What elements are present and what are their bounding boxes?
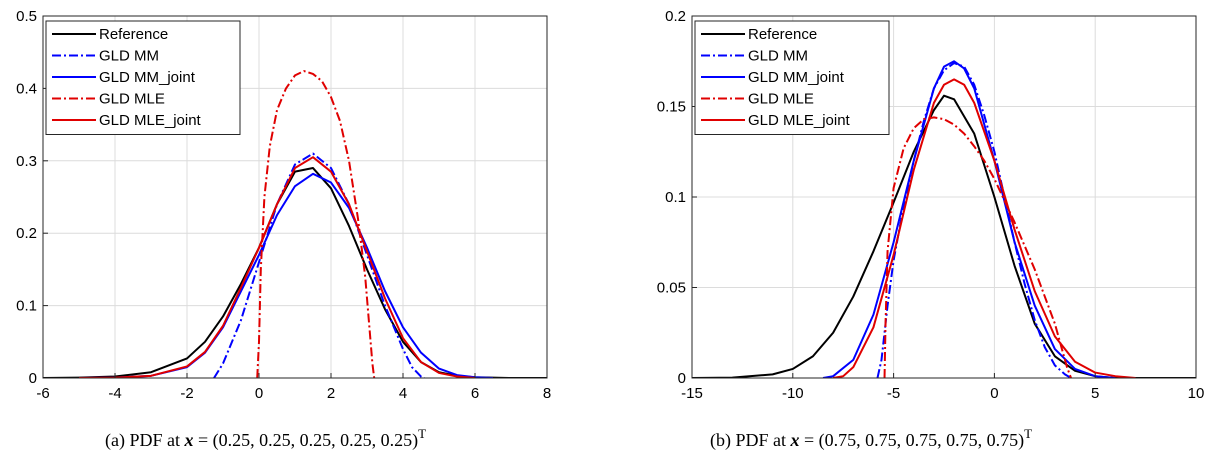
axes-box [42,15,548,379]
x-tick-label: 2 [327,385,335,402]
x-tick-label: 0 [990,385,998,402]
caption-a: (a) PDF at x = (0.25, 0.25, 0.25, 0.25, … [105,426,426,451]
series-group [692,60,1196,378]
legend-label: GLD MM [748,48,808,65]
y-tick-label: 0.3 [16,153,37,170]
x-tick-label: 0 [255,385,263,402]
y-tick-label: 0.1 [665,189,686,206]
series-line-gld-mle-joint [832,78,1136,378]
series-line-gld-mle [256,70,376,378]
y-tick-label: 0.1 [16,298,37,315]
x-tick-label: -15 [681,385,703,402]
legend-label: GLD MLE_joint [99,112,202,129]
y-tick-label: 0.15 [657,99,686,116]
caption-a-sup: T [418,426,426,441]
series-group [43,70,547,378]
series-line-gld-mle-joint [78,156,476,378]
caption-b-vector: = (0.75, 0.75, 0.75, 0.75, 0.75) [800,430,1025,451]
chart-panel-b: -15 -10 -5 0 5 10 0 0.05 0.1 0.15 0.2 Reference GLD … [657,8,1205,402]
legend-label: GLD MM_joint [748,69,845,86]
legend-label: GLD MLE [748,91,814,108]
y-tick-label: 0.4 [16,80,37,97]
legend-label: GLD MLE_joint [748,112,851,129]
legend: Reference GLD MM GLD MM_joint GLD MLE GLD ML… [45,20,241,135]
x-tick-label: 8 [543,385,551,402]
x-tick-label: -5 [887,385,900,402]
series-line-gld-mle [883,116,1072,378]
y-tick-label: 0.5 [16,8,37,25]
legend: Reference GLD MM GLD MM_joint GLD MLE GLD ML… [694,20,890,135]
y-tick-label: 0 [678,370,686,387]
series-line-reference [692,94,1196,378]
x-tick-label: -10 [782,385,804,402]
x-tick-label: 4 [399,385,407,402]
legend-label: GLD MM_joint [99,69,196,86]
y-tick-label: 0.05 [657,280,686,297]
y-tick-label: 0.2 [16,225,37,242]
x-tick-label: 6 [471,385,479,402]
series-line-gld-mm [213,152,425,378]
y-tick-label: 0.2 [665,8,686,25]
x-tick-label: 5 [1091,385,1099,402]
x-tick-label: -2 [180,385,193,402]
legend-label: GLD MM [99,48,159,65]
caption-a-vector: = (0.25, 0.25, 0.25, 0.25, 0.25) [194,430,419,451]
legend-label: GLD MLE [99,91,165,108]
series-line-gld-mm [876,62,1072,378]
caption-a-var: x [184,430,194,450]
x-tick-label: -6 [36,385,49,402]
x-tick-label: 10 [1188,385,1205,402]
x-tick-label: -4 [108,385,121,402]
chart-panel-a: -6 -4 -2 0 2 4 6 8 0 0.1 0.2 0.3 0.4 0.5 Reference GLD … [16,8,551,402]
caption-a-label: (a) PDF at [105,430,185,451]
legend-label: Reference [99,26,168,43]
caption-b-sup: T [1024,426,1032,441]
caption-b: (b) PDF at x = (0.75, 0.75, 0.75, 0.75, … [710,426,1032,451]
caption-b-label: (b) PDF at [710,430,791,451]
legend-label: Reference [748,26,817,43]
caption-b-var: x [790,430,800,450]
series-line-gld-mm-joint [822,60,1116,378]
y-tick-label: 0 [29,370,37,387]
